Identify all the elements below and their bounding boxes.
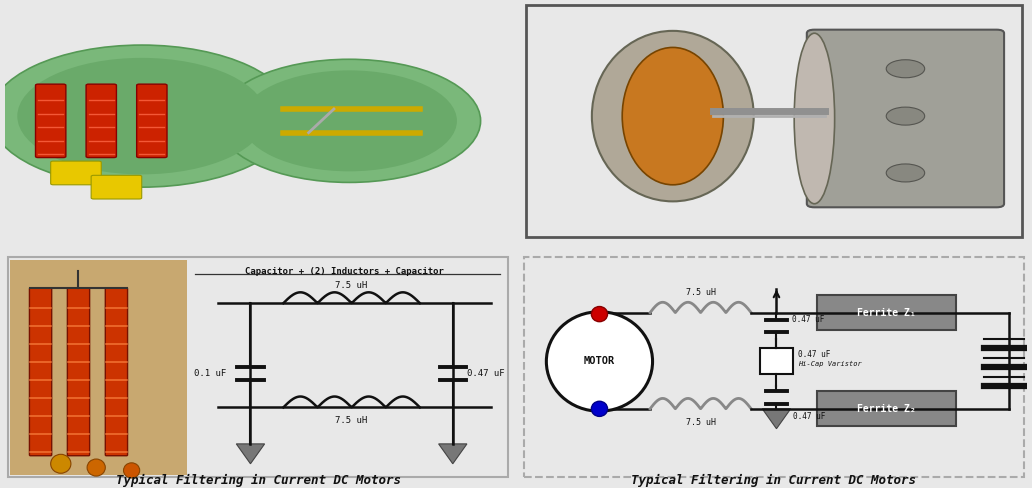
- Circle shape: [591, 401, 608, 416]
- Circle shape: [886, 60, 925, 78]
- Circle shape: [886, 107, 925, 125]
- Text: 0.47 uF: 0.47 uF: [798, 350, 831, 359]
- Circle shape: [0, 45, 293, 187]
- FancyBboxPatch shape: [817, 295, 956, 330]
- FancyBboxPatch shape: [105, 288, 128, 456]
- Text: 7.5 uH: 7.5 uH: [335, 416, 367, 425]
- FancyBboxPatch shape: [817, 391, 956, 427]
- Text: 7.5 uH: 7.5 uH: [685, 418, 715, 427]
- Ellipse shape: [592, 31, 753, 202]
- Text: Hi-Cap Varistor: Hi-Cap Varistor: [798, 361, 862, 367]
- Text: Typical Filtering in Current DC Motors: Typical Filtering in Current DC Motors: [116, 473, 400, 487]
- Text: Ferrite Z₂: Ferrite Z₂: [857, 404, 915, 414]
- Circle shape: [87, 459, 105, 476]
- FancyBboxPatch shape: [51, 161, 101, 185]
- FancyBboxPatch shape: [35, 84, 66, 158]
- Circle shape: [124, 463, 139, 478]
- Circle shape: [18, 58, 266, 174]
- FancyBboxPatch shape: [807, 30, 1004, 207]
- Text: MOTOR: MOTOR: [584, 356, 615, 366]
- Text: 7.5 uH: 7.5 uH: [335, 281, 367, 289]
- FancyBboxPatch shape: [30, 288, 52, 456]
- Circle shape: [218, 59, 481, 183]
- Text: Typical Filtering in Current DC Motors: Typical Filtering in Current DC Motors: [632, 473, 916, 487]
- FancyBboxPatch shape: [10, 260, 187, 475]
- Circle shape: [546, 312, 652, 411]
- Circle shape: [591, 306, 608, 322]
- Text: Ferrite Z₁: Ferrite Z₁: [857, 307, 915, 318]
- Circle shape: [886, 164, 925, 182]
- FancyBboxPatch shape: [136, 84, 167, 158]
- Text: 7.5 uH: 7.5 uH: [685, 288, 715, 297]
- FancyBboxPatch shape: [67, 288, 90, 456]
- Text: Capacitor + (2) Inductors + Capacitor: Capacitor + (2) Inductors + Capacitor: [245, 267, 444, 276]
- Circle shape: [51, 454, 71, 473]
- FancyBboxPatch shape: [86, 84, 117, 158]
- FancyBboxPatch shape: [91, 175, 141, 199]
- Polygon shape: [439, 444, 466, 464]
- Polygon shape: [763, 409, 791, 429]
- Text: 0.47 uF: 0.47 uF: [794, 412, 826, 421]
- Text: 0.47 uF: 0.47 uF: [466, 368, 505, 378]
- Ellipse shape: [795, 33, 835, 204]
- Ellipse shape: [622, 47, 723, 185]
- Text: 0.47 uF: 0.47 uF: [792, 315, 824, 324]
- FancyBboxPatch shape: [760, 348, 794, 374]
- Text: 0.1 uF: 0.1 uF: [194, 368, 226, 378]
- Circle shape: [241, 70, 457, 171]
- Polygon shape: [236, 444, 264, 464]
